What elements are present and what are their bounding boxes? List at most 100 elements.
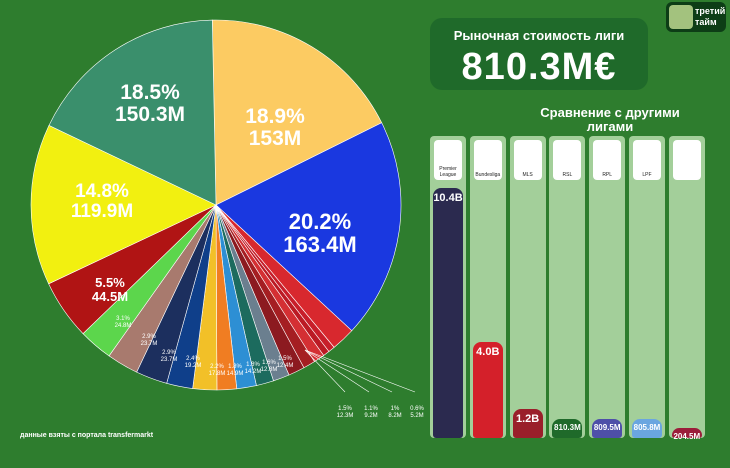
slice-small-label: 2.4% 19.2M [180,356,206,370]
league-bar: 809.5M [592,418,623,438]
comparison-title: Сравнение с другими лигами [540,105,680,134]
league-logo: Premier League [434,140,462,180]
leader-line [304,349,393,393]
slice-value: 5.2M [410,413,424,420]
slice-small-label: 2.2% 17.8M [204,364,230,378]
league-column: RSL 810.3M [549,136,586,438]
bar-value-label: 1.2B [515,413,540,426]
slice-pct: 1.1% [364,406,378,412]
league-logo: RSL [553,140,582,180]
slice-value: 150.3M [114,103,186,127]
league-column: LPF 805.8M [629,136,665,438]
bar-value-label: 204.5M [673,432,701,441]
slice-small-label: 2.9% 23.7M [156,350,182,364]
leader-line [304,349,370,393]
slice-label: 5.5% 44.5M [80,276,140,303]
slice-bottom-label: 0.6% 5.2M [404,406,430,420]
pie-slice [211,19,383,206]
bar-value-label: 4.0B [476,345,500,358]
slice-pct: 1.5% [338,406,352,412]
slice-value: 153M [248,127,302,151]
slice-value: 44.5M [91,288,129,304]
slice-value: 17.8M [208,371,226,378]
league-bar: 810.3M [552,418,583,438]
slice-value: 12.8M [260,367,278,374]
league-column: MLS 1.2B [509,136,546,438]
bar-value-label: 805.8M [633,422,661,432]
panel-title: Рыночная стоимость лиги [453,28,625,43]
total-value: 810.3M€ [461,46,617,88]
slice-pct: 2.2% [210,364,224,370]
slice-small-label: 1.5% 12.4M [272,356,298,370]
slice-small-label: 2.9% 23.7M [136,334,162,348]
slice-value: 12.4M [276,363,294,370]
slice-small-label: 1.8% 14.2M [240,362,266,376]
slice-value: 19.2M [184,363,202,370]
source-note: данные взяты с портала transfermarkt [20,432,154,439]
slice-small-label: 3.1% 24.8M [110,316,136,330]
slice-value: 163.4M [283,232,357,258]
bar-chart: Premier League 10.4B Bundesliga 4.0B MLS 1.2B… [430,136,710,441]
league-bar: 4.0B [472,341,503,438]
league-logo: Bundesliga [473,140,502,180]
slice-pct: 18.9% [245,105,305,128]
slice-label: 20.2% 163.4M [270,210,370,256]
league-column: RPL 809.5M [589,136,626,438]
league-bar: 10.4B [433,188,463,438]
slice-pct: 2.4% [186,356,200,362]
slice-pct: 5.5% [95,275,125,290]
league-logo: LPF [633,140,661,180]
slice-pct: 2.9% [142,334,156,340]
slice-pct: 1.8% [228,364,242,370]
slice-value: 24.8M [114,323,132,330]
league-bar: 204.5M [671,428,702,441]
slice-value: 9.2M [364,413,378,420]
pie-slice [215,122,402,332]
slice-label: 18.5% 150.3M [100,81,200,127]
league-logo: MLS [513,140,542,180]
slice-pct: 1.5% [278,356,292,362]
slice-pct: 1.8% [246,362,260,368]
leader-line [304,349,346,393]
league-bar: 1.2B [512,409,543,438]
leader-line [304,349,416,393]
slice-bottom-label: 1.5% 12.3M [332,406,358,420]
bar-value-label: 10.4B [433,192,463,204]
total-value-panel: Рыночная стоимость лиги 810.3M€ [430,18,648,90]
slice-value: 12.3M [336,413,354,420]
league-bar: 805.8M [632,418,662,438]
slice-value: 23.7M [160,357,178,364]
slice-bottom-label: 1% 8.2M [382,406,408,420]
slice-pct: 0.6% [410,406,424,412]
league-column: Bundesliga 4.0B [469,136,506,438]
slice-pct: 1% [390,406,400,412]
slice-pct: 14.8% [75,181,129,202]
slice-small-label: 1.8% 14.9M [222,364,248,378]
slice-pct: 18.5% [120,81,180,104]
slice-pct: 1.6% [262,360,276,366]
slice-label: 18.9% 153M [235,105,315,151]
pie-slice [30,124,217,285]
slice-pct: 2.9% [162,350,176,356]
bar-value-label: 810.3M [554,422,581,432]
slice-label: 14.8% 119.9M [52,182,152,222]
slice-small-label: 1.6% 12.8M [256,360,282,374]
channel-badge: третий тайм [666,2,726,32]
slice-value: 23.7M [140,341,158,348]
slice-pct: 20.2% [288,209,352,234]
slice-pct: 3.1% [116,316,130,322]
avatar [669,5,693,29]
league-column: 204.5M [668,136,705,441]
slice-bottom-label: 1.1% 9.2M [358,406,384,420]
slice-value: 8.2M [388,413,402,420]
bar-value-label: 809.5M [593,422,621,432]
pie-slice [48,19,217,206]
slice-value: 14.2M [244,369,262,376]
badge-text: третий тайм [695,6,726,27]
slice-value: 119.9M [70,200,134,222]
slice-value: 14.9M [226,371,244,378]
league-logo [672,140,701,180]
league-logo: RPL [593,140,622,180]
